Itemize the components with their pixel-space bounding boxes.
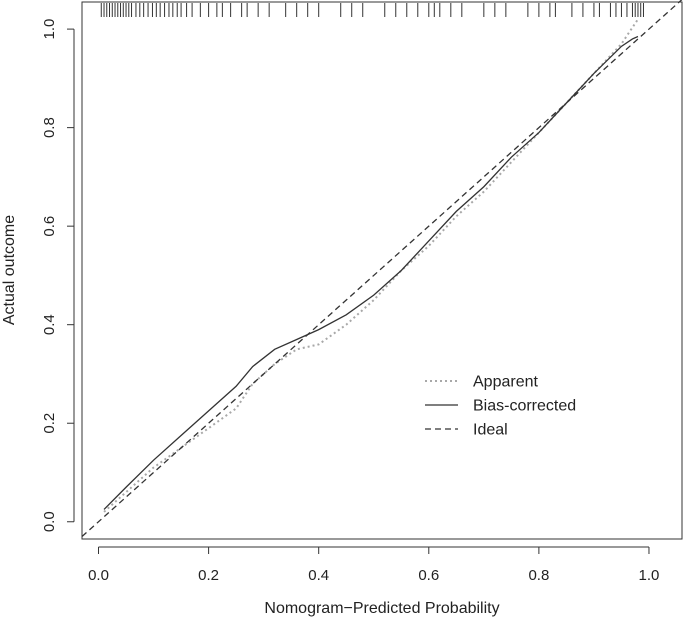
y-axis-title: Actual outcome: [1, 215, 18, 325]
x-tick-label: 0.6: [418, 567, 439, 584]
y-tick-label: 0.0: [41, 511, 58, 532]
x-tick-label: 0.0: [88, 567, 109, 584]
legend: Apparent Bias-corrected Ideal: [425, 374, 576, 439]
y-axis: 0.0 0.2 0.4 0.6 0.8 1.0: [41, 19, 75, 532]
y-tick-label: 1.0: [41, 19, 58, 40]
legend-label: Ideal: [473, 422, 508, 439]
y-tick-label: 0.4: [41, 314, 58, 335]
y-tick-label: 0.8: [41, 117, 58, 138]
x-tick-label: 0.2: [198, 567, 219, 584]
y-tick-label: 0.2: [41, 413, 58, 434]
legend-label: Apparent: [473, 374, 538, 391]
series-line-ideal: [81, 0, 683, 538]
x-tick-label: 0.8: [528, 567, 549, 584]
plot-frame: [81, 1, 683, 540]
rug-marks: [100, 3, 644, 17]
x-axis: 0.0 0.2 0.4 0.6 0.8 1.0: [88, 546, 660, 584]
x-axis-title: Nomogram−Predicted Probability: [264, 600, 499, 617]
x-tick-label: 0.4: [308, 567, 329, 584]
x-tick-label: 1.0: [639, 567, 660, 584]
series-line-bias-corrected: [103, 35, 639, 510]
legend-label: Bias-corrected: [473, 398, 576, 415]
y-tick-label: 0.6: [41, 216, 58, 237]
series-lines: [81, 0, 683, 538]
series-line-apparent: [103, 18, 639, 513]
